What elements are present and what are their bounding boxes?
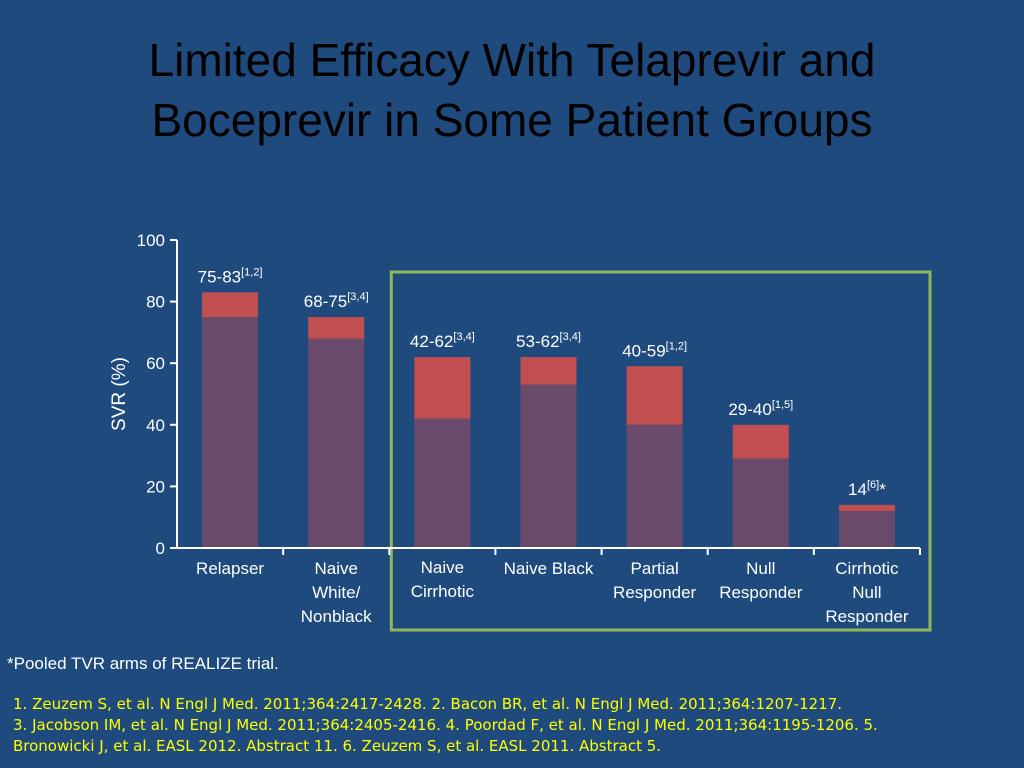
- slide-title-line-2: Boceprevir in Some Patient Groups: [151, 94, 873, 146]
- category-label: Null: [852, 583, 881, 602]
- highlight-box: [389, 270, 932, 632]
- y-tick-label: 100: [137, 231, 165, 250]
- category-label: Relapser: [196, 559, 264, 578]
- data-label: 14[6]*: [848, 479, 886, 499]
- reference-line-2: 3. Jacobson IM, et al. N Engl J Med. 201…: [13, 716, 878, 734]
- bar-range-segment: [520, 357, 577, 385]
- y-tick-label: 20: [146, 477, 165, 496]
- bar-range-segment: [414, 357, 471, 419]
- slide-title: Limited Efficacy With Telaprevir and Boc…: [0, 30, 1024, 150]
- bar-low-segment: [520, 384, 577, 548]
- bar-low-segment: [202, 317, 259, 548]
- y-tick-label: 0: [156, 539, 165, 558]
- bar-range-segment: [732, 424, 789, 459]
- reference-line-1: 1. Zeuzem S, et al. N Engl J Med. 2011;3…: [13, 695, 843, 713]
- category-label: Cirrhotic: [835, 559, 899, 578]
- y-tick-label: 80: [146, 293, 165, 312]
- category-label: Responder: [719, 583, 803, 602]
- bar-range-segment: [838, 504, 895, 512]
- category-label: Naive Black: [504, 559, 594, 578]
- category-label: Null: [746, 559, 775, 578]
- reference-line-3: Bronowicki J, et al. EASL 2012. Abstract…: [13, 737, 662, 755]
- category-label: Responder: [825, 607, 909, 626]
- data-label: 75-83[1,2]: [198, 266, 263, 286]
- slide-title-line-1: Limited Efficacy With Telaprevir and: [148, 34, 876, 86]
- data-label: 29-40[1,5]: [728, 399, 793, 419]
- footnote: *Pooled TVR arms of REALIZE trial.: [7, 654, 279, 673]
- bar-range-segment: [202, 292, 259, 317]
- data-label: 40-59[1,2]: [622, 340, 687, 360]
- data-label: 53-62[3,4]: [516, 331, 581, 351]
- data-label: 68-75[3,4]: [304, 291, 369, 311]
- category-label: White/: [312, 583, 360, 602]
- y-tick-label: 40: [146, 416, 165, 435]
- bar-low-segment: [838, 511, 895, 548]
- data-label: 42-62[3,4]: [410, 331, 475, 351]
- bar-range-segment: [308, 317, 365, 339]
- bar-low-segment: [308, 338, 365, 548]
- bar-low-segment: [626, 424, 683, 548]
- category-label: Responder: [613, 583, 697, 602]
- y-axis-title: SVR (%): [109, 357, 130, 431]
- bar-low-segment: [414, 418, 471, 548]
- references: 1. Zeuzem S, et al. N Engl J Med. 2011;3…: [13, 694, 1013, 757]
- bar-range-segment: [626, 366, 683, 425]
- category-label: Naive: [314, 559, 357, 578]
- bar-low-segment: [732, 458, 789, 548]
- category-label: Partial: [631, 559, 679, 578]
- y-tick-label: 60: [146, 354, 165, 373]
- category-label: Cirrhotic: [411, 582, 475, 601]
- category-label: Nonblack: [301, 607, 372, 626]
- category-label: Naive: [421, 558, 464, 577]
